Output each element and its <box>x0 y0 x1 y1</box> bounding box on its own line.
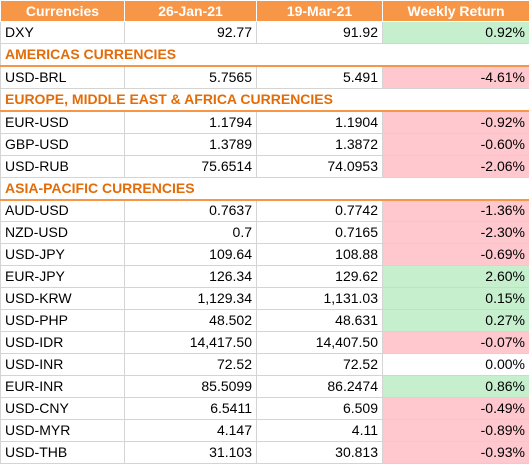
rate-date-2-cell: 30.813 <box>257 441 383 463</box>
rate-date-1-cell: 6.5411 <box>125 397 257 419</box>
rate-date-2-cell: 5.491 <box>257 66 383 88</box>
rate-date-2-cell: 14,407.50 <box>257 332 383 354</box>
header-row: Currencies 26-Jan-21 19-Mar-21 Weekly Re… <box>1 1 529 22</box>
weekly-return-cell: -4.61% <box>383 66 529 88</box>
weekly-return-cell: -0.60% <box>383 133 529 155</box>
currency-pair-cell: USD-RUB <box>1 155 125 177</box>
section-title: EUROPE, MIDDLE EAST & AFRICA CURRENCIES <box>1 88 529 110</box>
section-header-row: EUROPE, MIDDLE EAST & AFRICA CURRENCIES <box>1 88 529 110</box>
rate-date-1-cell: 0.7 <box>125 222 257 244</box>
currency-pair-cell: EUR-INR <box>1 376 125 398</box>
currency-pair-cell: USD-MYR <box>1 419 125 441</box>
currency-pair-cell: NZD-USD <box>1 222 125 244</box>
rate-date-2-cell: 1.3872 <box>257 133 383 155</box>
currency-pair-cell: USD-PHP <box>1 310 125 332</box>
rate-date-1-cell: 5.7565 <box>125 66 257 88</box>
rate-date-1-cell: 1.1794 <box>125 111 257 133</box>
rate-date-2-cell: 48.631 <box>257 310 383 332</box>
weekly-return-cell: 0.00% <box>383 354 529 376</box>
rate-date-1-cell: 72.52 <box>125 354 257 376</box>
rate-date-2-cell: 91.92 <box>257 22 383 44</box>
weekly-return-cell: 0.92% <box>383 22 529 44</box>
rate-date-2-cell: 74.0953 <box>257 155 383 177</box>
currency-pair-cell: USD-KRW <box>1 288 125 310</box>
section-title: AMERICAS CURRENCIES <box>1 43 529 65</box>
weekly-return-cell: -0.69% <box>383 244 529 266</box>
rate-date-2-cell: 0.7742 <box>257 200 383 222</box>
rate-date-2-cell: 4.11 <box>257 419 383 441</box>
weekly-return-cell: -1.36% <box>383 200 529 222</box>
currency-pair-cell: USD-INR <box>1 354 125 376</box>
rate-date-1-cell: 31.103 <box>125 441 257 463</box>
rate-date-1-cell: 75.6514 <box>125 155 257 177</box>
rate-date-2-cell: 0.7165 <box>257 222 383 244</box>
weekly-return-cell: 2.60% <box>383 266 529 288</box>
rate-date-1-cell: 92.77 <box>125 22 257 44</box>
rate-date-1-cell: 0.7637 <box>125 200 257 222</box>
weekly-return-cell: -0.07% <box>383 332 529 354</box>
rate-date-1-cell: 109.64 <box>125 244 257 266</box>
weekly-return-cell: 0.27% <box>383 310 529 332</box>
weekly-return-cell: -2.30% <box>383 222 529 244</box>
currency-pair-cell: EUR-USD <box>1 111 125 133</box>
rate-date-2-cell: 1.1904 <box>257 111 383 133</box>
currency-pair-cell: USD-THB <box>1 441 125 463</box>
currency-pair-cell: DXY <box>1 22 125 44</box>
section-header-row: AMERICAS CURRENCIES <box>1 43 529 65</box>
weekly-return-cell: 0.86% <box>383 376 529 398</box>
weekly-return-cell: -0.49% <box>383 397 529 419</box>
weekly-return-cell: -0.92% <box>383 111 529 133</box>
rate-date-2-cell: 86.2474 <box>257 376 383 398</box>
currency-pair-cell: USD-JPY <box>1 244 125 266</box>
rate-date-2-cell: 72.52 <box>257 354 383 376</box>
rate-date-2-cell: 129.62 <box>257 266 383 288</box>
currency-pair-cell: USD-IDR <box>1 332 125 354</box>
rate-date-1-cell: 126.34 <box>125 266 257 288</box>
rate-date-1-cell: 85.5099 <box>125 376 257 398</box>
currency-pair-cell: EUR-JPY <box>1 266 125 288</box>
header-currencies: Currencies <box>1 1 125 22</box>
rate-date-1-cell: 1,129.34 <box>125 288 257 310</box>
currency-pair-cell: USD-BRL <box>1 66 125 88</box>
rate-date-1-cell: 14,417.50 <box>125 332 257 354</box>
rate-date-2-cell: 108.88 <box>257 244 383 266</box>
weekly-return-cell: 0.15% <box>383 288 529 310</box>
rate-date-1-cell: 4.147 <box>125 419 257 441</box>
section-title: ASIA-PACIFIC CURRENCIES <box>1 177 529 199</box>
rate-date-1-cell: 1.3789 <box>125 133 257 155</box>
weekly-return-cell: -0.93% <box>383 441 529 463</box>
header-date-2: 19-Mar-21 <box>257 1 383 22</box>
currency-pair-cell: USD-CNY <box>1 397 125 419</box>
section-header-row: ASIA-PACIFIC CURRENCIES <box>1 177 529 199</box>
header-date-1: 26-Jan-21 <box>125 1 257 22</box>
rate-date-2-cell: 6.509 <box>257 397 383 419</box>
weekly-return-cell: -2.06% <box>383 155 529 177</box>
header-weekly-return: Weekly Return <box>383 1 529 22</box>
rate-date-2-cell: 1,131.03 <box>257 288 383 310</box>
rate-date-1-cell: 48.502 <box>125 310 257 332</box>
currency-pair-cell: AUD-USD <box>1 200 125 222</box>
currency-pair-cell: GBP-USD <box>1 133 125 155</box>
weekly-return-cell: -0.89% <box>383 419 529 441</box>
